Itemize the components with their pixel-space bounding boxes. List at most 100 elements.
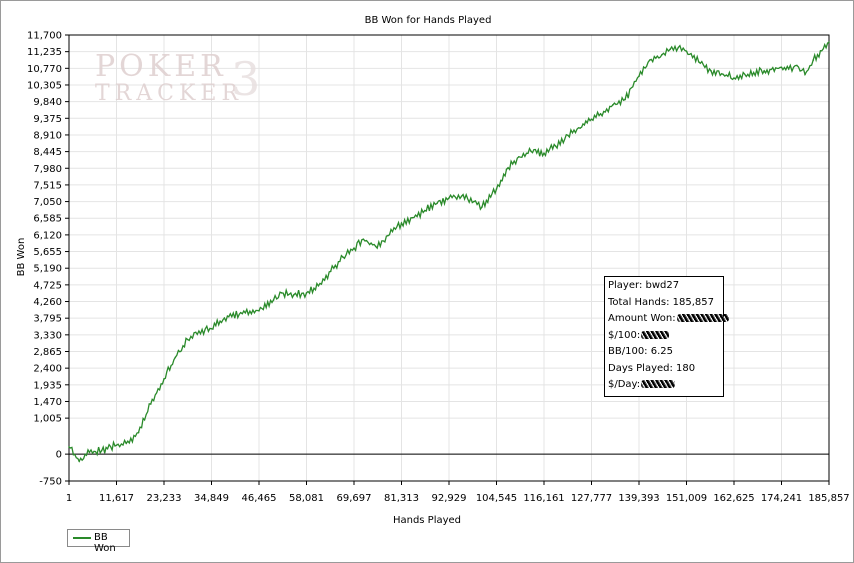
stats-per-day: $/Day:: [608, 379, 641, 390]
data-point: [163, 378, 165, 380]
data-point: [317, 284, 320, 287]
y-tick-label: 5,190: [33, 264, 62, 275]
watermark-mark: 3: [231, 52, 261, 106]
data-point: [804, 73, 806, 76]
legend-label: BB Won: [94, 532, 116, 554]
data-point: [387, 234, 389, 237]
data-point: [697, 61, 700, 63]
y-tick-label: 2,865: [33, 347, 62, 358]
stats-days-played: Days Played: 180: [608, 362, 696, 374]
data-point: [362, 238, 365, 240]
y-tick-label: 6,585: [33, 214, 62, 225]
stats-total-hands: Total Hands: 185,857: [608, 296, 714, 308]
data-point: [194, 331, 197, 334]
legend-swatch: [73, 537, 91, 539]
y-tick-label: 5,655: [33, 247, 62, 258]
stats-amount-won: Amount Won:: [608, 313, 676, 324]
x-tick-label: 127,777: [571, 493, 612, 504]
data-point: [518, 155, 520, 158]
data-point: [149, 403, 152, 405]
x-tick-label: 11,617: [99, 493, 134, 504]
data-point: [78, 460, 81, 463]
data-point: [648, 59, 651, 61]
data-point: [685, 50, 688, 52]
y-axis-label: BB Won: [16, 238, 27, 277]
y-tick-label: 6,120: [33, 230, 62, 241]
data-point: [796, 64, 798, 67]
data-point: [400, 222, 403, 224]
x-tick-label: 23,233: [147, 493, 182, 504]
data-point: [223, 317, 226, 319]
y-tick-label: 11,235: [27, 47, 62, 58]
data-point: [599, 113, 602, 115]
data-point: [353, 247, 355, 249]
data-point: [186, 338, 189, 341]
x-tick-label: 139,393: [618, 493, 659, 504]
x-tick-label: 162,625: [713, 493, 754, 504]
data-point: [374, 245, 377, 248]
data-point: [567, 134, 569, 137]
data-point: [293, 293, 295, 296]
data-point: [115, 444, 118, 446]
data-point: [174, 356, 177, 359]
data-point: [137, 431, 140, 434]
data-point: [733, 77, 735, 79]
pokertracker-watermark-logo: POKER TRACKER 3: [95, 49, 260, 106]
data-point: [579, 127, 581, 129]
redaction-scribble-icon: [676, 314, 729, 322]
x-tick-label: 185,857: [808, 493, 849, 504]
x-tick-label: 92,929: [432, 493, 467, 504]
stats-per-100: $/100:: [608, 329, 641, 341]
data-point: [543, 152, 545, 155]
data-point: [342, 256, 344, 258]
x-tick-label: 46,465: [242, 493, 277, 504]
data-point: [624, 98, 626, 101]
data-point: [448, 197, 450, 199]
y-tick-label: 10,770: [27, 64, 62, 75]
x-tick-label: 34,849: [194, 493, 229, 504]
x-axis-label: Hands Played: [393, 515, 461, 526]
data-point: [473, 200, 475, 203]
chart-title: BB Won for Hands Played: [365, 15, 492, 26]
y-tick-label: 10,305: [27, 80, 62, 91]
x-tick-label: 174,241: [761, 493, 802, 504]
y-tick-label: -750: [39, 477, 62, 488]
data-point: [100, 449, 103, 452]
data-point: [68, 446, 70, 448]
data-point: [481, 206, 483, 208]
data-point: [780, 66, 783, 69]
x-tick-label: 58,081: [289, 493, 324, 504]
x-tick-label: 104,545: [476, 493, 517, 504]
data-point: [272, 299, 275, 301]
y-tick-label: 0: [56, 450, 62, 461]
x-tick-label: 81,313: [384, 493, 419, 504]
data-point: [210, 327, 213, 330]
y-tick-label: 7,980: [33, 164, 62, 175]
y-tick-label: 8,910: [33, 130, 62, 141]
data-point: [787, 68, 790, 70]
data-point: [495, 188, 498, 190]
watermark-line1: POKER: [95, 49, 227, 84]
y-tick-label: 1,470: [33, 397, 62, 408]
data-point: [661, 53, 663, 56]
stats-bb-100: BB/100: 6.25: [608, 346, 673, 357]
x-tick-label: 69,697: [337, 493, 372, 504]
data-point: [460, 195, 463, 198]
y-tick-label: 11,700: [27, 31, 62, 42]
y-tick-label: 9,840: [33, 97, 62, 108]
y-tick-label: 2,400: [33, 364, 62, 375]
data-point: [763, 70, 765, 72]
data-point: [258, 310, 260, 312]
data-point: [125, 442, 128, 445]
redaction-scribble-icon: [641, 380, 676, 388]
y-tick-label: 4,725: [33, 280, 62, 291]
data-point: [280, 292, 283, 294]
data-point: [554, 145, 557, 147]
watermark-line2: TRACKER: [95, 81, 244, 106]
data-point: [590, 118, 593, 120]
y-tick-label: 4,260: [33, 297, 62, 308]
y-tick-label: 1,005: [33, 414, 62, 425]
y-tick-label: 8,445: [33, 147, 62, 158]
y-tick-label: 3,330: [33, 330, 62, 341]
x-tick-label: 151,009: [666, 493, 707, 504]
